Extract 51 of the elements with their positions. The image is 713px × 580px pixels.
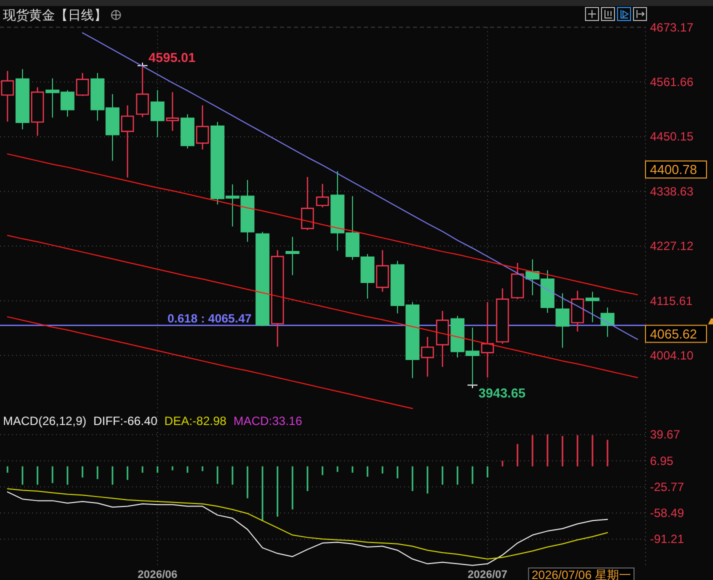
y-tick-label: 39.67 bbox=[650, 428, 680, 442]
candlestick bbox=[150, 90, 164, 138]
x-tick-label: 2026/07 bbox=[468, 569, 508, 580]
line-series bbox=[7, 316, 413, 410]
y-tick-label: -25.77 bbox=[650, 480, 684, 494]
candlestick bbox=[376, 249, 389, 292]
text: 4065.62 bbox=[650, 326, 697, 342]
annotation: MACD:33.16 bbox=[233, 414, 302, 428]
candlestick bbox=[436, 310, 449, 368]
y-tick-label: 4227.12 bbox=[650, 239, 694, 254]
candlestick bbox=[511, 262, 524, 300]
text: DIFF:-66.40 bbox=[93, 414, 158, 428]
chart-title: 现货黄金【日线】 bbox=[3, 8, 107, 22]
candlestick bbox=[196, 104, 209, 150]
line-series bbox=[7, 234, 638, 378]
y-tick-label: 4004.10 bbox=[650, 348, 694, 362]
candlestick bbox=[76, 72, 89, 97]
candlestick bbox=[600, 306, 614, 338]
annotation: 4595.01 bbox=[148, 50, 196, 66]
candlestick bbox=[121, 104, 134, 178]
y-tick-label: 4673.17 bbox=[650, 20, 694, 34]
y-tick-label: 4338.63 bbox=[650, 184, 694, 198]
y-tick-label: -91.21 bbox=[650, 532, 684, 546]
candlestick bbox=[286, 236, 300, 276]
candlestick bbox=[256, 231, 270, 327]
y-tick-label: 6.95 bbox=[650, 454, 674, 468]
candlestick bbox=[316, 183, 329, 208]
candlestick bbox=[16, 68, 30, 130]
x-tick-label: 2026/06 bbox=[138, 569, 178, 580]
annotation: 3943.65 bbox=[478, 386, 526, 401]
candlestick bbox=[496, 288, 509, 344]
candlestick bbox=[166, 92, 179, 132]
ref-line-label: 0.618 : 4065.47 bbox=[167, 311, 252, 326]
candlestick bbox=[180, 114, 194, 150]
candlestick bbox=[481, 301, 494, 378]
candlestick bbox=[571, 290, 584, 332]
candlestick bbox=[556, 292, 570, 348]
candlestick bbox=[301, 176, 314, 231]
text: 4400.78 bbox=[650, 162, 697, 177]
y-tick-label: 4450.15 bbox=[650, 130, 694, 144]
y-tick-label: 4561.66 bbox=[650, 75, 694, 89]
line-series bbox=[7, 153, 638, 296]
candlestick bbox=[271, 249, 284, 348]
y-tick-label: -58.49 bbox=[650, 506, 684, 520]
chart-title: MACD(26,12,9) bbox=[3, 414, 86, 428]
candlestick bbox=[586, 291, 600, 323]
candlestick bbox=[31, 86, 44, 136]
y-tick-label: 4115.61 bbox=[650, 294, 693, 308]
candlestick bbox=[421, 336, 434, 378]
text: DEA:-82.98 bbox=[164, 414, 227, 428]
candlestick bbox=[1, 70, 14, 122]
